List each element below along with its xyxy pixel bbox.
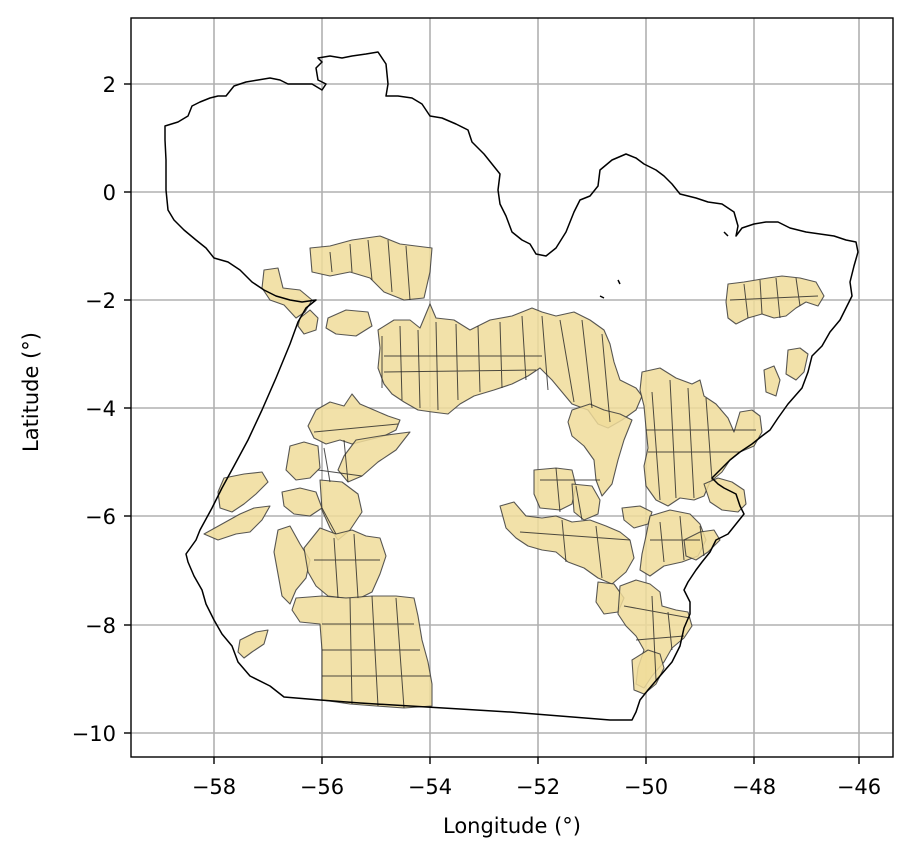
plot-frame	[130, 17, 894, 758]
protected-area	[763, 365, 781, 397]
protected-area	[297, 309, 319, 335]
protected-area	[639, 509, 707, 577]
x-tick-label: −54	[408, 775, 452, 799]
protected-area	[499, 501, 635, 585]
y-tick-label: −10	[72, 722, 116, 746]
x-tick-label: −56	[300, 775, 344, 799]
parcel-boundaries	[313, 239, 819, 709]
y-tick-label: 0	[103, 181, 116, 205]
x-tick-label: −48	[732, 775, 776, 799]
protected-area	[273, 525, 311, 605]
protected-area	[261, 267, 313, 319]
protected-area	[285, 441, 321, 481]
y-tick-label: −2	[85, 289, 116, 313]
protected-area	[725, 275, 825, 325]
protected-area	[683, 529, 721, 561]
x-tick-label: −52	[516, 775, 560, 799]
protected-area	[631, 649, 665, 695]
y-axis-label: Latitude (°)	[19, 332, 43, 452]
protected-area	[785, 347, 809, 381]
protected-area	[621, 505, 653, 529]
protected-area	[291, 595, 433, 709]
protected-area	[281, 487, 323, 517]
protected-area	[639, 367, 763, 507]
protected-area	[377, 303, 643, 429]
x-tick-label: −58	[192, 775, 236, 799]
protected-area	[567, 403, 633, 497]
x-tick-label: −50	[624, 775, 668, 799]
x-axis: −58 −56 −54 −52 −50 −48 −46 Longitude (°…	[192, 757, 881, 838]
protected-area	[703, 477, 747, 513]
x-tick-label: −46	[837, 775, 881, 799]
protected-area	[533, 467, 577, 511]
protected-area	[325, 309, 373, 337]
x-axis-label: Longitude (°)	[443, 814, 581, 838]
y-axis: 2 0 −2 −4 −6 −8 −10 Latitude (°)	[19, 73, 131, 746]
protected-area	[237, 629, 269, 659]
y-tick-label: −4	[85, 397, 116, 421]
protected-area	[303, 527, 387, 599]
protected-area	[337, 431, 411, 483]
protected-area	[203, 505, 271, 541]
protected-area	[217, 471, 269, 513]
region-boundary	[164, 51, 859, 721]
protected-area	[617, 579, 693, 689]
protected-areas-layer	[203, 235, 825, 709]
y-tick-label: −6	[85, 505, 116, 529]
protected-area	[571, 483, 601, 521]
y-tick-label: −8	[85, 614, 116, 638]
protected-area	[307, 393, 401, 445]
y-tick-label: 2	[103, 73, 116, 97]
